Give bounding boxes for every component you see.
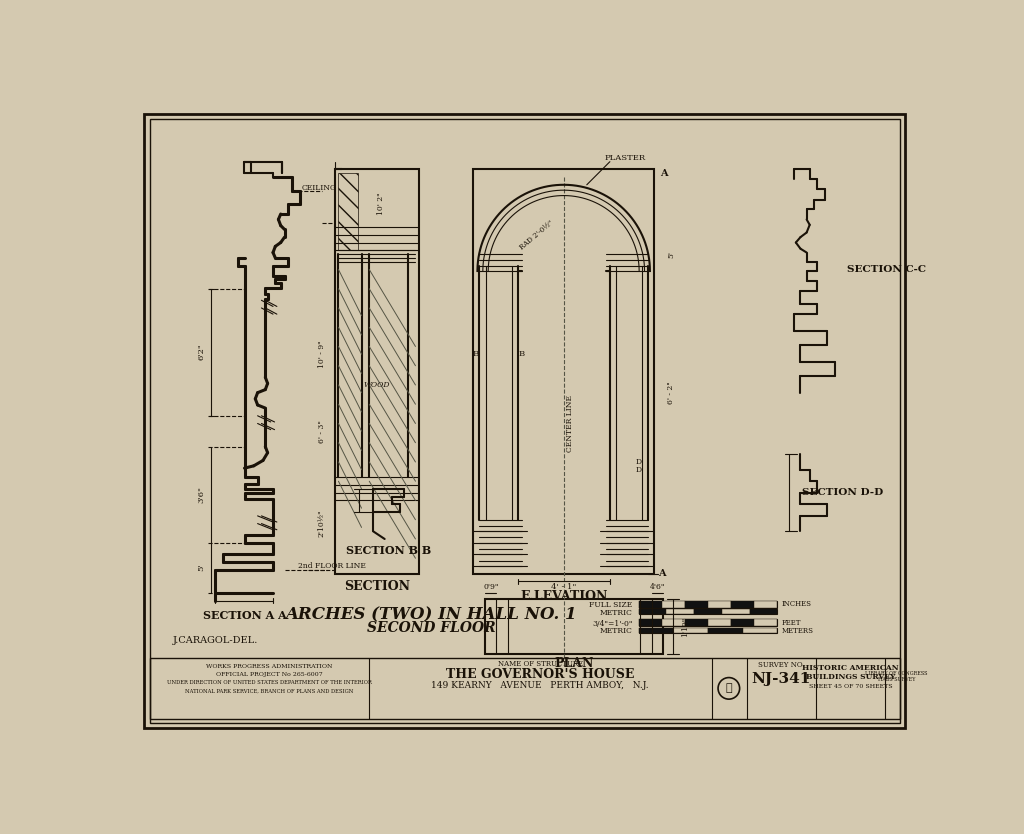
Bar <box>708 600 731 607</box>
Bar <box>639 600 662 607</box>
Text: B: B <box>519 350 524 358</box>
Text: ARCHES (TWO) IN HALL NO. 1: ARCHES (TWO) IN HALL NO. 1 <box>285 606 577 623</box>
Text: RAD 2'-0½": RAD 2'-0½" <box>518 219 555 251</box>
Text: WOOD: WOOD <box>364 381 390 389</box>
Text: 10' 2": 10' 2" <box>377 193 385 215</box>
Text: SECTION A A: SECTION A A <box>203 610 287 621</box>
Text: 2'10½": 2'10½" <box>317 510 326 537</box>
Bar <box>685 619 708 626</box>
Bar <box>639 619 777 626</box>
Bar <box>639 600 777 607</box>
Bar <box>662 619 685 626</box>
Bar <box>685 600 708 607</box>
Text: HISTORIC AMERICAN: HISTORIC AMERICAN <box>802 665 899 672</box>
Bar <box>755 600 777 607</box>
Text: SECTION C-C: SECTION C-C <box>847 265 926 274</box>
Text: 3/4"=1'-0": 3/4"=1'-0" <box>592 620 633 628</box>
Text: 10' - 9": 10' - 9" <box>317 340 326 368</box>
Text: BUILDINGS SURVEY: BUILDINGS SURVEY <box>806 673 895 681</box>
Text: 1'10": 1'10" <box>681 616 689 637</box>
Text: 6'2": 6'2" <box>198 344 206 360</box>
Bar <box>708 627 742 633</box>
Text: NAME OF STRUCTURE: NAME OF STRUCTURE <box>498 660 583 668</box>
Text: D: D <box>636 465 642 474</box>
Text: SECTION: SECTION <box>344 580 410 593</box>
Bar <box>722 609 750 615</box>
Text: SHEET 45 OF 70 SHEETS: SHEET 45 OF 70 SHEETS <box>809 685 892 690</box>
Bar <box>639 609 777 615</box>
Text: D: D <box>636 458 642 466</box>
Text: J.CARAGOL-DEL.: J.CARAGOL-DEL. <box>173 636 258 646</box>
Bar <box>639 619 662 626</box>
Bar <box>150 657 900 719</box>
Text: 6' - 2": 6' - 2" <box>667 381 675 404</box>
Text: B: B <box>472 350 478 358</box>
Text: PLASTER: PLASTER <box>605 153 646 162</box>
Bar <box>674 627 708 633</box>
Text: 4'6": 4'6" <box>649 584 665 591</box>
Bar <box>708 619 731 626</box>
Text: PLAN: PLAN <box>554 657 594 671</box>
Text: FULL SIZE: FULL SIZE <box>590 601 633 609</box>
Bar <box>731 600 755 607</box>
Bar <box>639 609 667 615</box>
Text: METERS: METERS <box>781 626 813 635</box>
Bar <box>662 600 685 607</box>
Text: OFFICIAL PROJECT No 265-6007: OFFICIAL PROJECT No 265-6007 <box>216 672 323 677</box>
Text: 3'6": 3'6" <box>198 486 206 503</box>
Bar <box>639 627 777 633</box>
Text: A: A <box>658 569 666 578</box>
Bar <box>639 627 674 633</box>
Bar <box>667 609 694 615</box>
Text: METRIC: METRIC <box>600 609 633 617</box>
Text: NATIONAL PARK SERVICE, BRANCH OF PLANS AND DESIGN: NATIONAL PARK SERVICE, BRANCH OF PLANS A… <box>185 688 353 693</box>
Text: CENTER LINE: CENTER LINE <box>566 395 573 452</box>
Text: SECTION B B: SECTION B B <box>346 545 431 556</box>
Text: NJ-341: NJ-341 <box>752 672 811 686</box>
Bar <box>694 609 722 615</box>
Text: CEILING: CEILING <box>301 183 337 192</box>
Text: FEET: FEET <box>781 619 801 627</box>
Text: 0'9": 0'9" <box>483 584 499 591</box>
Bar <box>473 169 654 574</box>
Bar <box>755 619 777 626</box>
Text: METRIC: METRIC <box>600 627 633 636</box>
Text: 149 KEARNY   AVENUE   PERTH AMBOY,   N.J.: 149 KEARNY AVENUE PERTH AMBOY, N.J. <box>431 681 649 690</box>
Bar <box>335 169 419 574</box>
Text: INCHES: INCHES <box>781 600 811 609</box>
Text: LIBRARY OF CONGRESS
HABS SURVEY: LIBRARY OF CONGRESS HABS SURVEY <box>865 671 928 682</box>
Text: THE GOVERNOR'S HOUSE: THE GOVERNOR'S HOUSE <box>446 668 635 681</box>
Text: SECOND FLOOR: SECOND FLOOR <box>367 621 496 636</box>
Text: A: A <box>659 168 668 178</box>
Text: SECTION D-D: SECTION D-D <box>802 488 884 497</box>
Text: 4' - 1": 4' - 1" <box>551 584 577 591</box>
Text: 5': 5' <box>667 250 675 258</box>
Text: 6' - 3": 6' - 3" <box>317 420 326 443</box>
Bar <box>731 619 755 626</box>
Text: ✦: ✦ <box>726 683 732 693</box>
Text: WORKS PROGRESS ADMINISTRATION: WORKS PROGRESS ADMINISTRATION <box>206 665 333 670</box>
Text: 2nd FLOOR LINE: 2nd FLOOR LINE <box>298 562 367 570</box>
Bar <box>742 627 777 633</box>
Text: E.LEVATION: E.LEVATION <box>520 590 607 603</box>
Text: 5': 5' <box>198 564 206 571</box>
Bar <box>339 173 357 250</box>
Bar <box>484 599 664 655</box>
Bar <box>750 609 777 615</box>
Text: SURVEY NO.: SURVEY NO. <box>758 661 805 669</box>
Text: UNDER DIRECTION OF UNITED STATES DEPARTMENT OF THE INTERIOR: UNDER DIRECTION OF UNITED STATES DEPARTM… <box>167 681 372 686</box>
